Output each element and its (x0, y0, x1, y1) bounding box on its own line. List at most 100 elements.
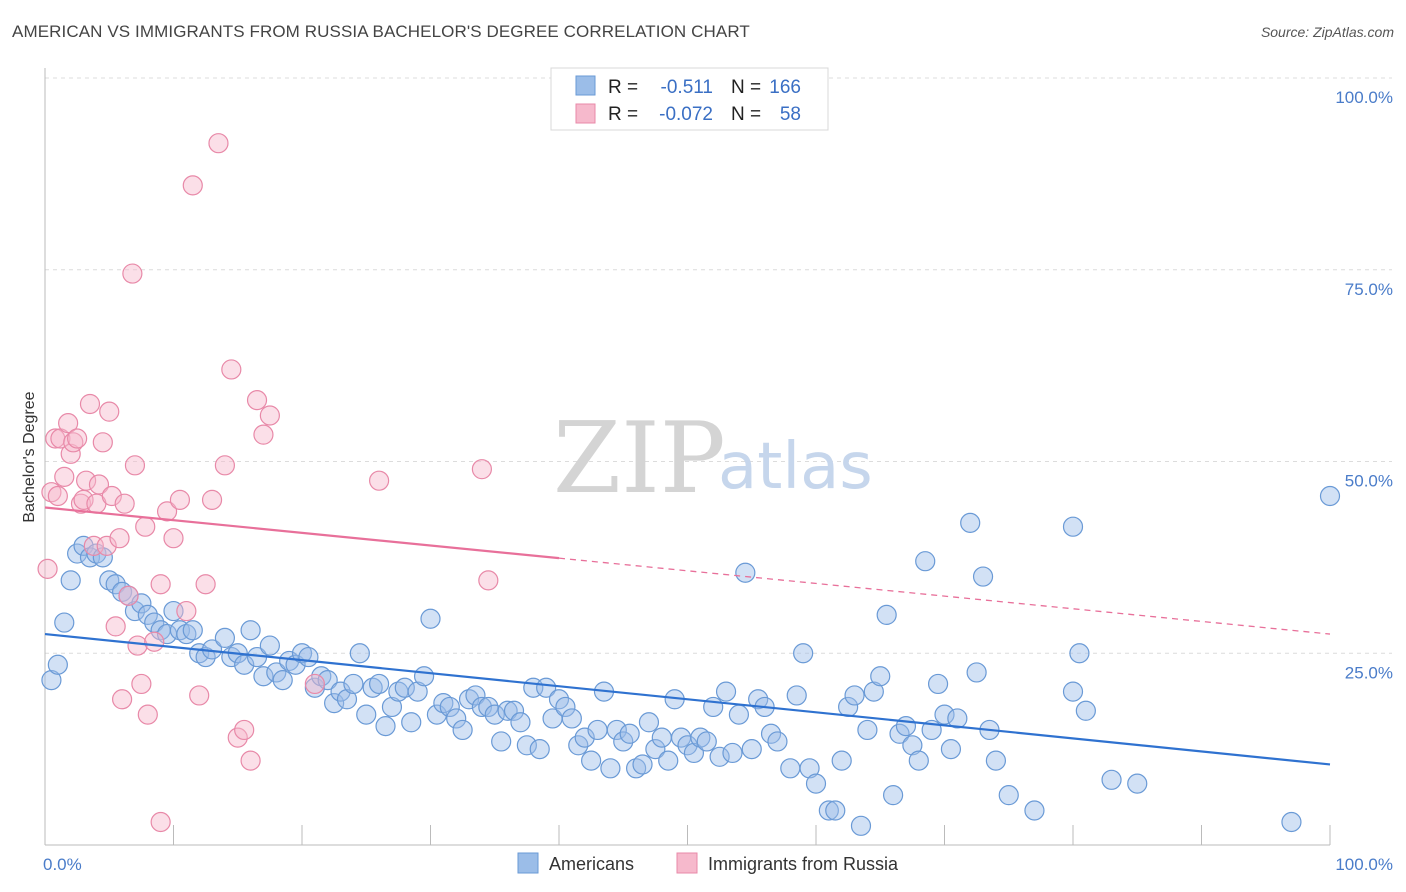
point-russia-40 (189, 685, 210, 706)
point-americans-126 (870, 666, 891, 687)
point-americans-132 (908, 750, 929, 771)
y-tick-label-0: 25.0% (1345, 663, 1393, 682)
point-americans-122 (844, 685, 865, 706)
point-russia-38 (176, 600, 197, 622)
point-americans-79 (555, 696, 576, 718)
point-americans-5 (73, 535, 94, 556)
trend-line-russia-extrapolated (558, 557, 1331, 635)
point-americans-123 (850, 815, 872, 836)
point-americans-47 (349, 643, 370, 664)
point-americans-32 (253, 666, 274, 687)
legend: Americans Immigrants from Russia (517, 852, 899, 874)
point-americans-26 (214, 627, 235, 649)
point-americans-38 (291, 643, 313, 664)
point-americans-91 (632, 754, 653, 775)
point-americans-0 (41, 669, 62, 691)
stats-r-value-americans: -0.511 (661, 77, 713, 98)
y-tick-label-1: 50.0% (1345, 472, 1393, 491)
point-americans-80 (561, 708, 582, 729)
point-russia-44 (214, 455, 235, 476)
point-americans-60 (433, 693, 454, 714)
point-americans-149 (1075, 700, 1096, 721)
point-russia-13 (79, 393, 101, 415)
point-americans-76 (536, 677, 557, 698)
point-americans-33 (259, 635, 280, 656)
point-russia-45 (221, 359, 242, 380)
stats-swatch-americans (575, 75, 596, 96)
point-russia-9 (67, 428, 88, 449)
point-russia-54 (471, 459, 492, 480)
trend-line-americans (44, 632, 1331, 766)
point-americans-55 (401, 712, 422, 733)
y-tick-label-2: 75.0% (1345, 280, 1393, 299)
point-russia-3 (47, 485, 68, 507)
point-americans-89 (619, 723, 640, 744)
point-americans-66 (471, 696, 492, 718)
point-americans-153 (1319, 485, 1341, 507)
point-russia-5 (54, 466, 75, 487)
point-americans-2 (54, 612, 75, 633)
point-americans-106 (728, 704, 750, 725)
point-russia-41 (195, 574, 216, 595)
point-americans-116 (799, 758, 820, 779)
point-americans-30 (240, 620, 261, 641)
point-americans-103 (709, 746, 730, 767)
point-americans-152 (1281, 811, 1302, 833)
point-americans-100 (690, 727, 711, 748)
point-americans-3 (60, 570, 81, 591)
point-russia-22 (109, 528, 130, 549)
point-americans-87 (606, 719, 627, 741)
point-americans-83 (581, 750, 602, 771)
point-americans-84 (587, 719, 608, 741)
point-americans-104 (715, 681, 737, 702)
point-russia-16 (88, 474, 110, 495)
point-russia-32 (144, 631, 165, 652)
point-americans-125 (863, 681, 884, 702)
point-americans-75 (529, 739, 550, 760)
point-russia-25 (118, 585, 139, 606)
point-americans-143 (985, 750, 1007, 771)
point-americans-39 (298, 646, 319, 668)
x-tick-labels: 0.0% 100.0% (43, 855, 1393, 874)
point-americans-43 (324, 693, 345, 714)
point-russia-48 (240, 750, 261, 771)
point-americans-65 (465, 685, 486, 706)
point-americans-118 (818, 800, 839, 821)
point-russia-30 (135, 516, 156, 537)
point-americans-115 (793, 643, 814, 664)
watermark-zip: ZIP (553, 402, 726, 516)
trend-layer (44, 506, 1331, 766)
point-americans-151 (1127, 773, 1148, 794)
point-russia-55 (478, 570, 499, 591)
point-americans-124 (857, 719, 878, 741)
point-americans-71 (503, 700, 525, 721)
stats-r-value-russia: -0.072 (659, 104, 713, 125)
legend-swatch-americans (517, 852, 539, 874)
point-russia-29 (131, 673, 152, 695)
point-americans-107 (735, 562, 756, 583)
point-americans-1 (47, 654, 68, 675)
point-americans-63 (452, 719, 473, 741)
point-americans-42 (317, 669, 338, 691)
stats-r-label-russia: R = (608, 104, 638, 125)
point-russia-8 (63, 432, 84, 453)
point-americans-70 (497, 700, 518, 721)
point-americans-130 (895, 716, 917, 737)
point-russia-33 (150, 574, 171, 595)
legend-swatch-russia (676, 852, 698, 874)
stats-n-label-russia: N = (731, 104, 761, 125)
point-russia-52 (304, 673, 325, 695)
point-americans-113 (780, 758, 801, 779)
x-tick-label-0: 0.0% (43, 855, 82, 874)
point-russia-0 (37, 558, 58, 579)
point-americans-146 (1062, 516, 1084, 537)
point-russia-47 (234, 719, 255, 741)
point-americans-45 (336, 689, 358, 710)
point-americans-147 (1069, 643, 1090, 664)
point-russia-19 (99, 401, 120, 422)
point-russia-35 (156, 501, 178, 522)
axes-layer (44, 68, 1331, 846)
point-americans-50 (369, 673, 390, 695)
point-americans-14 (131, 593, 152, 614)
watermark: ZIP atlas (553, 402, 873, 516)
